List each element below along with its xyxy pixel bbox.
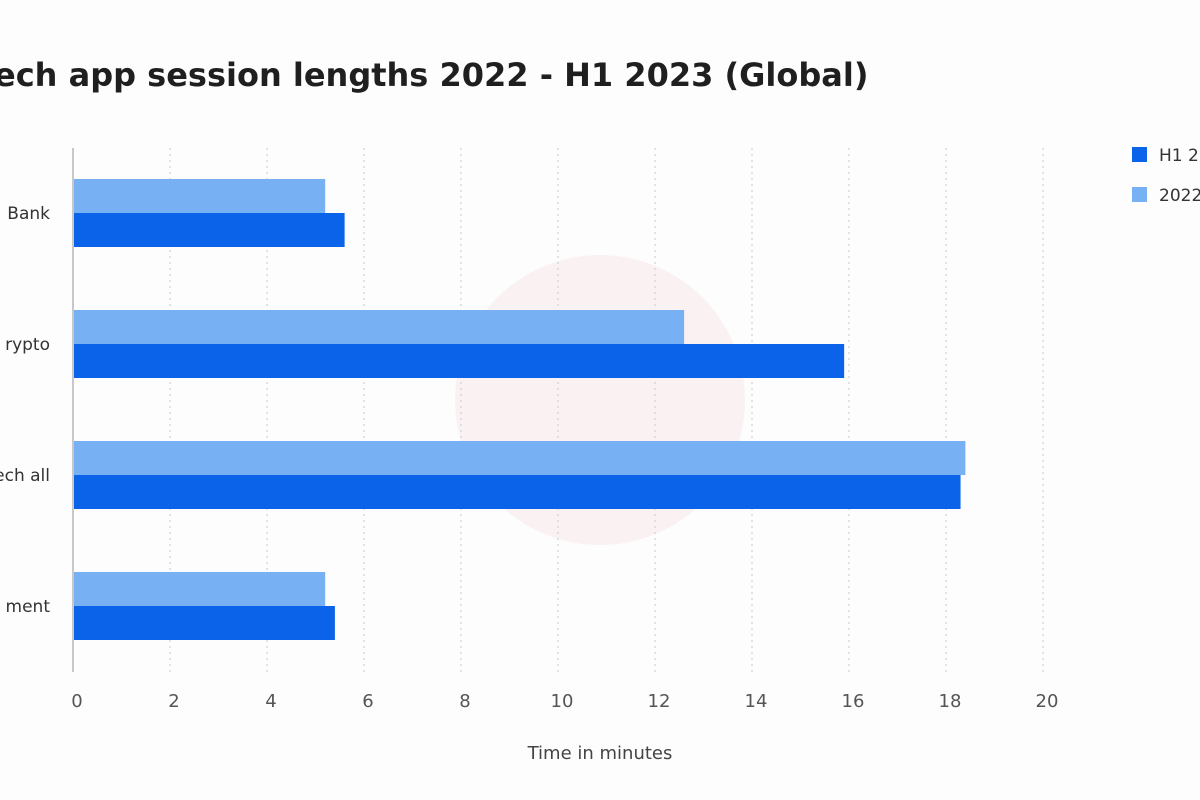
bar <box>74 179 326 213</box>
category-label: ech all <box>0 466 50 486</box>
legend: H1 2 2022 <box>1132 146 1200 206</box>
x-tick-label: 6 <box>362 691 373 712</box>
category-labels: Bank rypto ech all ment <box>0 204 50 617</box>
bar <box>74 606 335 640</box>
chart-title: ech app session lengths 2022 - H1 2023 (… <box>0 56 868 94</box>
category-label: Bank <box>7 204 50 224</box>
legend-swatch-2022 <box>1132 187 1147 202</box>
bar <box>74 310 685 344</box>
bar <box>74 344 845 378</box>
legend-label-h1: H1 2 <box>1159 146 1199 166</box>
x-tick-label: 10 <box>551 691 574 712</box>
legend-label-2022: 2022 <box>1159 186 1200 206</box>
x-tick-label: 4 <box>265 691 276 712</box>
bar <box>74 441 966 475</box>
x-tick-label: 16 <box>842 691 865 712</box>
x-tick-label: 14 <box>745 691 768 712</box>
x-tick-label: 18 <box>939 691 962 712</box>
x-tick-labels: 0 2 4 6 8 10 12 14 16 18 20 <box>71 691 1058 712</box>
bars <box>74 179 966 640</box>
x-tick-label: 12 <box>648 691 671 712</box>
bar <box>74 572 326 606</box>
category-label: rypto <box>5 335 50 355</box>
x-tick-label: 20 <box>1036 691 1059 712</box>
bar <box>74 475 961 509</box>
x-tick-label: 2 <box>168 691 179 712</box>
bar <box>74 213 345 247</box>
legend-swatch-h1 <box>1132 147 1147 162</box>
x-tick-label: 8 <box>459 691 470 712</box>
x-tick-label: 0 <box>71 691 82 712</box>
category-label: ment <box>6 597 51 617</box>
x-axis-title: Time in minutes <box>527 743 673 764</box>
